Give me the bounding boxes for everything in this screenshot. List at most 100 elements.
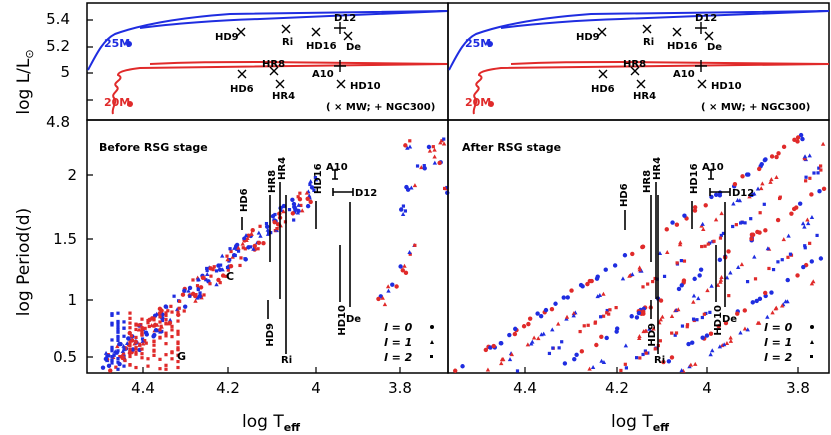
model-point: [402, 263, 407, 268]
model-point: [178, 299, 182, 303]
model-point: [634, 356, 639, 360]
ytick: 1: [67, 291, 77, 309]
model-point: [158, 357, 162, 361]
model-point: [281, 203, 287, 209]
track-25msun: [448, 10, 830, 71]
model-point: [685, 323, 690, 327]
model-point: [246, 245, 251, 250]
model-point: [526, 321, 531, 327]
model-point: [695, 318, 699, 322]
star-label-ri: Ri: [643, 37, 654, 48]
model-point: [196, 287, 200, 292]
bar-label-a10: A10: [702, 162, 724, 173]
model-point: [116, 349, 120, 353]
model-point: [220, 273, 226, 278]
model-point: [105, 358, 110, 363]
model-point: [658, 317, 663, 322]
model-point: [376, 296, 381, 302]
model-point: [403, 209, 408, 213]
model-point: [305, 196, 310, 201]
model-point: [732, 182, 738, 187]
xtick: 3.8: [388, 379, 412, 397]
star-label-hr8: HR8: [262, 59, 285, 70]
model-point: [750, 300, 755, 305]
star-label-hd16: HD16: [667, 41, 698, 52]
model-point: [136, 327, 142, 332]
model-point: [543, 307, 549, 313]
model-point: [192, 293, 198, 299]
model-point: [755, 229, 760, 235]
model-point: [152, 353, 156, 357]
model-point: [483, 347, 489, 353]
model-point: [808, 241, 812, 245]
model-point: [740, 174, 745, 179]
legend-l0: l = 0: [384, 321, 413, 334]
model-point: [292, 204, 297, 210]
bar-label-hd10: HD10: [337, 305, 348, 336]
model-point: [225, 257, 230, 262]
model-point: [802, 154, 808, 159]
model-point: [188, 294, 192, 298]
model-point: [116, 327, 120, 332]
model-point: [679, 258, 683, 263]
track-end-dot: [127, 101, 133, 107]
model-point: [805, 217, 810, 222]
bar-label-hd16: HD16: [313, 163, 324, 194]
model-point: [586, 323, 590, 327]
ytick: 5.2: [46, 37, 70, 55]
model-point: [202, 276, 206, 280]
model-point: [809, 281, 815, 286]
model-point: [110, 323, 114, 327]
model-point: [219, 263, 223, 267]
model-point: [401, 204, 406, 208]
model-point: [460, 364, 465, 369]
model-point: [491, 343, 496, 349]
model-point: [700, 221, 705, 226]
model-point: [398, 207, 404, 212]
model-point: [756, 320, 762, 325]
model-point: [120, 355, 125, 361]
model-point: [432, 147, 437, 152]
star-bars: [624, 169, 731, 354]
model-point: [409, 185, 414, 190]
model-point: [604, 335, 609, 341]
model-point: [702, 312, 706, 316]
panel-title: Before RSG stage: [99, 141, 208, 154]
model-point: [176, 365, 180, 370]
model-point: [662, 274, 667, 278]
panel-title: After RSG stage: [462, 141, 561, 154]
model-point: [437, 160, 442, 166]
model-point: [290, 211, 296, 216]
model-point: [407, 144, 413, 149]
model-point: [501, 357, 506, 362]
ylabel-top-sub: ⊙: [23, 49, 36, 58]
model-point: [305, 203, 311, 209]
model-point: [134, 323, 138, 327]
model-point: [152, 324, 156, 328]
model-point: [676, 307, 681, 312]
model-point: [629, 314, 634, 319]
model-point: [692, 276, 697, 282]
model-point: [574, 352, 579, 357]
model-point: [140, 347, 144, 351]
legend-marker-triangle: [810, 340, 814, 344]
model-point: [644, 351, 648, 355]
model-point: [605, 311, 609, 315]
model-point: [641, 352, 645, 357]
model-point: [176, 329, 180, 333]
star-label-hd16: HD16: [306, 41, 337, 52]
model-point: [731, 224, 735, 229]
model-point: [251, 246, 256, 251]
legend-marker-circle: [430, 325, 434, 329]
model-point: [398, 264, 403, 269]
model-point: [158, 335, 162, 339]
xtick: 4.2: [216, 379, 240, 397]
model-point: [134, 350, 138, 354]
model-point: [499, 341, 504, 346]
model-point: [585, 281, 590, 287]
model-point: [115, 344, 120, 349]
star-label-d12: D12: [695, 13, 717, 24]
model-point: [507, 332, 512, 338]
model-point: [281, 209, 286, 214]
model-point: [718, 279, 723, 284]
